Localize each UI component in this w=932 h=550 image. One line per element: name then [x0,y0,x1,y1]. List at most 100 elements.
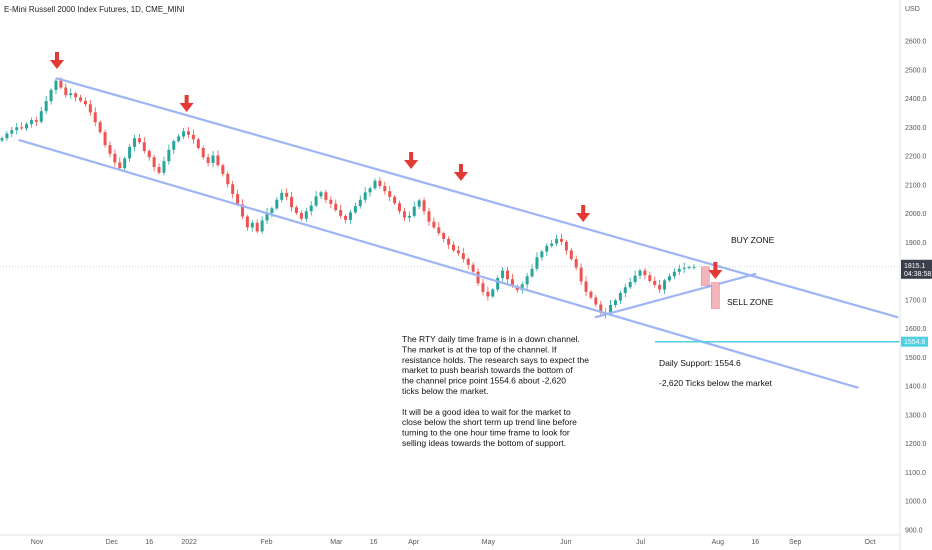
y-tick-label: 2200.0 [905,154,927,161]
sell-zone-label: SELL ZONE [727,297,774,307]
candle-body [569,250,573,260]
resistance-arrow [179,95,194,112]
resistance-arrow [404,152,419,169]
candle-body [255,222,259,232]
analysis-note: The RTY daily time frame is in a down ch… [402,334,589,448]
current-price-box: 1815.104:38:58 [901,259,932,279]
candle-body [29,120,33,125]
y-tick-label: 900.0 [905,528,923,535]
candle-body [648,275,652,281]
y-tick-label: 1000.0 [905,499,927,506]
candle-body [294,207,298,214]
note-line: the channel price point 1554.6 about -2,… [402,376,566,386]
resistance-arrow [708,262,723,279]
x-tick-label: Mar [330,539,343,546]
note-line: ticks below the market. [402,386,488,396]
x-tick-label: Apr [408,539,420,546]
candle-body [540,251,544,258]
candles-group [0,77,696,319]
note-line: resistance holds. The research says to e… [402,355,589,365]
x-tick-label: Oct [865,539,876,546]
candle-body [93,112,97,123]
candle-body [618,292,622,301]
candle-body [142,142,146,151]
candle-body [506,270,510,280]
candle-body [594,297,598,305]
candle-body [348,212,352,220]
candle-body [133,138,137,147]
candle-body [162,161,166,173]
note-line: market to push bearish towards the botto… [402,365,573,375]
candle-body [574,259,578,268]
candle-body [672,271,676,277]
candle-body [98,122,102,133]
candle-body [491,289,495,297]
x-tick-label: 2022 [181,539,197,546]
y-tick-label: 1100.0 [905,470,926,477]
candle-body [638,270,642,276]
candle-body [44,101,48,112]
candle-body [520,284,524,291]
note-line: close below the short term up trend line… [402,417,577,427]
candle-body [74,93,78,98]
x-axis: Nov Dec 16 2022 Feb Mar 16 Apr May Jun Jul Aug 16 Sep… [0,534,900,546]
x-tick-label: 16 [751,539,759,546]
y-tick-label: 1700.0 [905,297,927,304]
candle-body [633,275,637,283]
candle-body [260,220,264,232]
channel-upper-line [55,77,899,319]
ticks-below-label: -2,620 Ticks below the market [659,378,773,388]
candle-body [501,270,505,279]
y-tick-label: 1500.0 [905,355,927,362]
support-price-value: 1554.6 [904,339,926,346]
candle-body [206,157,210,163]
candle-body [466,259,470,265]
candle-body [186,131,190,135]
candle-body [319,192,323,197]
x-tick-label: Jul [636,539,645,546]
candle-body [167,149,171,162]
candle-body [0,138,4,141]
candle-body [363,192,367,200]
candle-body [496,278,500,290]
candle-body [5,133,9,139]
candle-body [412,206,416,216]
candle-body [54,80,58,90]
y-axis: 2600.0 2500.0 2400.0 2300.0 2200.0 2100.0 2000… [899,0,932,550]
candle-body [339,210,343,216]
candle-body [79,97,83,101]
candle-body [39,111,43,122]
candle-body [211,155,215,163]
candle-body [285,192,289,197]
y-tick-label: 1400.0 [905,384,927,391]
candle-body [373,180,377,189]
candle-body [280,192,284,200]
candle-body [461,253,465,260]
candle-body [329,199,333,204]
y-tick-label: 1600.0 [905,326,927,333]
daily-support-label: Daily Support: 1554.6 [659,358,741,368]
candle-body [609,305,613,314]
candle-body [579,267,583,282]
candle-body [265,213,269,221]
candle-body [240,204,244,217]
candle-body [64,87,68,96]
candle-body [452,244,456,251]
candle-body [358,199,362,207]
candle-body [643,270,647,276]
resistance-arrow [49,52,64,69]
candle-body [530,268,534,277]
candle-body [481,283,485,292]
candle-body [510,279,514,287]
candle-body [304,211,308,219]
note-line: The RTY daily time frame is in a down ch… [402,334,580,344]
candle-body [613,300,617,306]
candle-body [383,185,387,192]
candle-body [682,267,686,269]
candle-body [476,271,480,284]
candle-body [623,287,627,293]
candle-body [299,213,303,219]
candle-body [388,191,392,197]
